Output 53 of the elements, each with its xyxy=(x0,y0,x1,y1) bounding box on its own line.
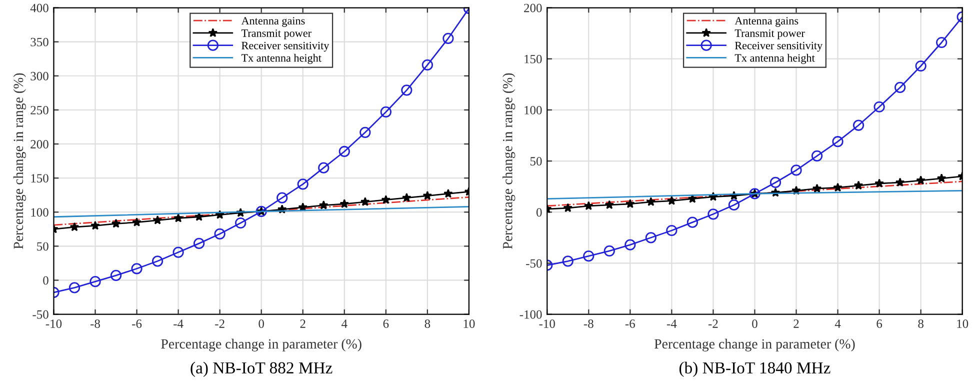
y-tick-label: 0 xyxy=(536,208,542,217)
legend-label: Antenna gains xyxy=(734,17,798,27)
x-tick-label: 6 xyxy=(876,320,882,328)
y-tick-label: 350 xyxy=(30,38,48,46)
y-tick-label: 150 xyxy=(31,174,48,183)
x-tick-label: -6 xyxy=(625,320,635,328)
x-tick-label: 2 xyxy=(794,320,799,328)
y-axis-title: Percentage change in range (%) xyxy=(502,73,516,249)
legend-label: Tx antenna height xyxy=(241,54,322,64)
text: (b) NB-IoT 1840 MHz xyxy=(679,362,830,377)
x-tick-label: -10 xyxy=(539,320,555,328)
x-tick-label: 4 xyxy=(342,320,348,328)
y-tick-label: 250 xyxy=(30,106,48,114)
x-tick-label: -6 xyxy=(132,320,142,328)
x-tick-label: 0 xyxy=(258,320,264,328)
x-tick-label: 2 xyxy=(300,320,306,328)
legend-label: Tx antenna height xyxy=(734,54,815,64)
x-axis-title: Percentage change in parameter (%) xyxy=(161,338,362,352)
legend-label: Receiver sensitivity xyxy=(734,42,823,52)
x-tick-label: 8 xyxy=(918,320,924,328)
text: (a) NB-IoT 882 MHz xyxy=(190,362,332,377)
x-tick-label: 10 xyxy=(464,320,475,328)
x-tick-label: -2 xyxy=(708,320,718,328)
y-tick-label: 0 xyxy=(43,276,48,285)
legend-label: Transmit power xyxy=(734,29,805,40)
y-tick-label: 200 xyxy=(524,4,542,12)
legend-label: Receiver sensitivity xyxy=(242,42,330,52)
y-tick-label: 50 xyxy=(37,242,48,251)
y-axis-title: Percentage change in range (%) xyxy=(13,73,26,249)
y-tick-label: 100 xyxy=(31,208,48,217)
x-tick-label: -8 xyxy=(90,320,100,328)
x-tick-label: 10 xyxy=(957,320,968,328)
y-tick-label: 400 xyxy=(30,4,48,12)
y-tick-label: 50 xyxy=(530,157,542,166)
y-tick-label: 150 xyxy=(524,54,542,64)
x-tick-label: -4 xyxy=(174,320,184,328)
x-tick-label: 8 xyxy=(424,320,430,328)
y-tick-label: -50 xyxy=(32,310,48,319)
x-tick-label: 6 xyxy=(383,320,389,328)
legend-label: Antenna gains xyxy=(241,17,305,27)
x-tick-label: -4 xyxy=(666,320,677,328)
legend-label: Transmit power xyxy=(241,29,312,40)
x-axis-title: Percentage change in parameter (%) xyxy=(654,338,855,352)
x-tick-label: -8 xyxy=(584,320,594,328)
y-tick-label: -50 xyxy=(526,259,542,268)
y-tick-label: 300 xyxy=(30,72,48,80)
y-tick-label: -100 xyxy=(520,310,542,319)
x-tick-label: 0 xyxy=(752,320,758,328)
x-tick-label: -2 xyxy=(215,320,224,328)
x-tick-label: 4 xyxy=(834,320,841,328)
y-tick-label: 100 xyxy=(524,106,542,114)
y-tick-label: 200 xyxy=(30,140,48,148)
x-tick-label: -10 xyxy=(46,320,62,328)
